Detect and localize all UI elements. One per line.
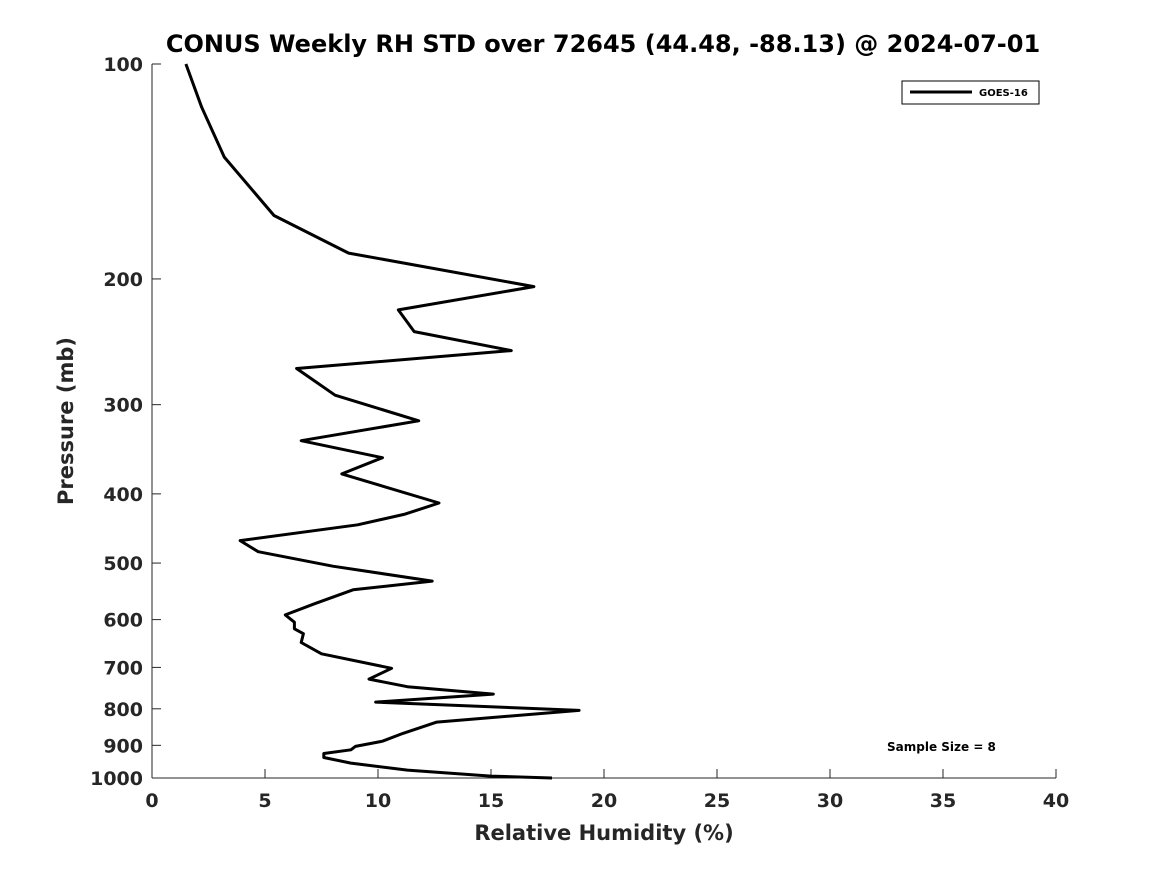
y-tick-label: 800 bbox=[103, 699, 143, 721]
x-tick-label: 0 bbox=[145, 790, 158, 812]
y-tick-label: 300 bbox=[103, 395, 143, 417]
plot-area bbox=[151, 64, 1056, 779]
chart-title: CONUS Weekly RH STD over 72645 (44.48, -… bbox=[166, 30, 1040, 58]
y-tick-label: 700 bbox=[103, 657, 143, 679]
y-axis-label: Pressure (mb) bbox=[54, 337, 78, 505]
x-tick-label: 35 bbox=[930, 790, 956, 812]
y-axis-ticks: 100 200 300 400 500 600 700 800 900 1000 bbox=[90, 54, 161, 790]
sample-size-annotation: Sample Size = 8 bbox=[887, 740, 996, 754]
x-axis-label: Relative Humidity (%) bbox=[474, 821, 733, 845]
x-tick-label: 15 bbox=[478, 790, 504, 812]
x-axis-ticks: 0 5 10 15 20 25 30 35 40 bbox=[145, 769, 1069, 812]
x-tick-label: 20 bbox=[591, 790, 617, 812]
legend: GOES-16 bbox=[901, 80, 1040, 105]
y-tick-label: 900 bbox=[103, 735, 143, 757]
y-tick-label: 100 bbox=[103, 54, 143, 76]
x-tick-label: 30 bbox=[817, 790, 843, 812]
series-line-goes-16 bbox=[184, 63, 581, 780]
y-tick-label: 500 bbox=[103, 553, 143, 575]
x-tick-label: 10 bbox=[365, 790, 391, 812]
x-tick-label: 40 bbox=[1043, 790, 1069, 812]
series-layer bbox=[184, 63, 581, 780]
legend-label-goes-16: GOES-16 bbox=[979, 88, 1028, 99]
x-tick-label: 25 bbox=[704, 790, 730, 812]
y-tick-label: 200 bbox=[103, 269, 143, 291]
y-tick-label: 600 bbox=[103, 610, 143, 632]
y-tick-label: 400 bbox=[103, 484, 143, 506]
x-tick-label: 5 bbox=[258, 790, 271, 812]
y-tick-label: 1000 bbox=[90, 768, 143, 790]
